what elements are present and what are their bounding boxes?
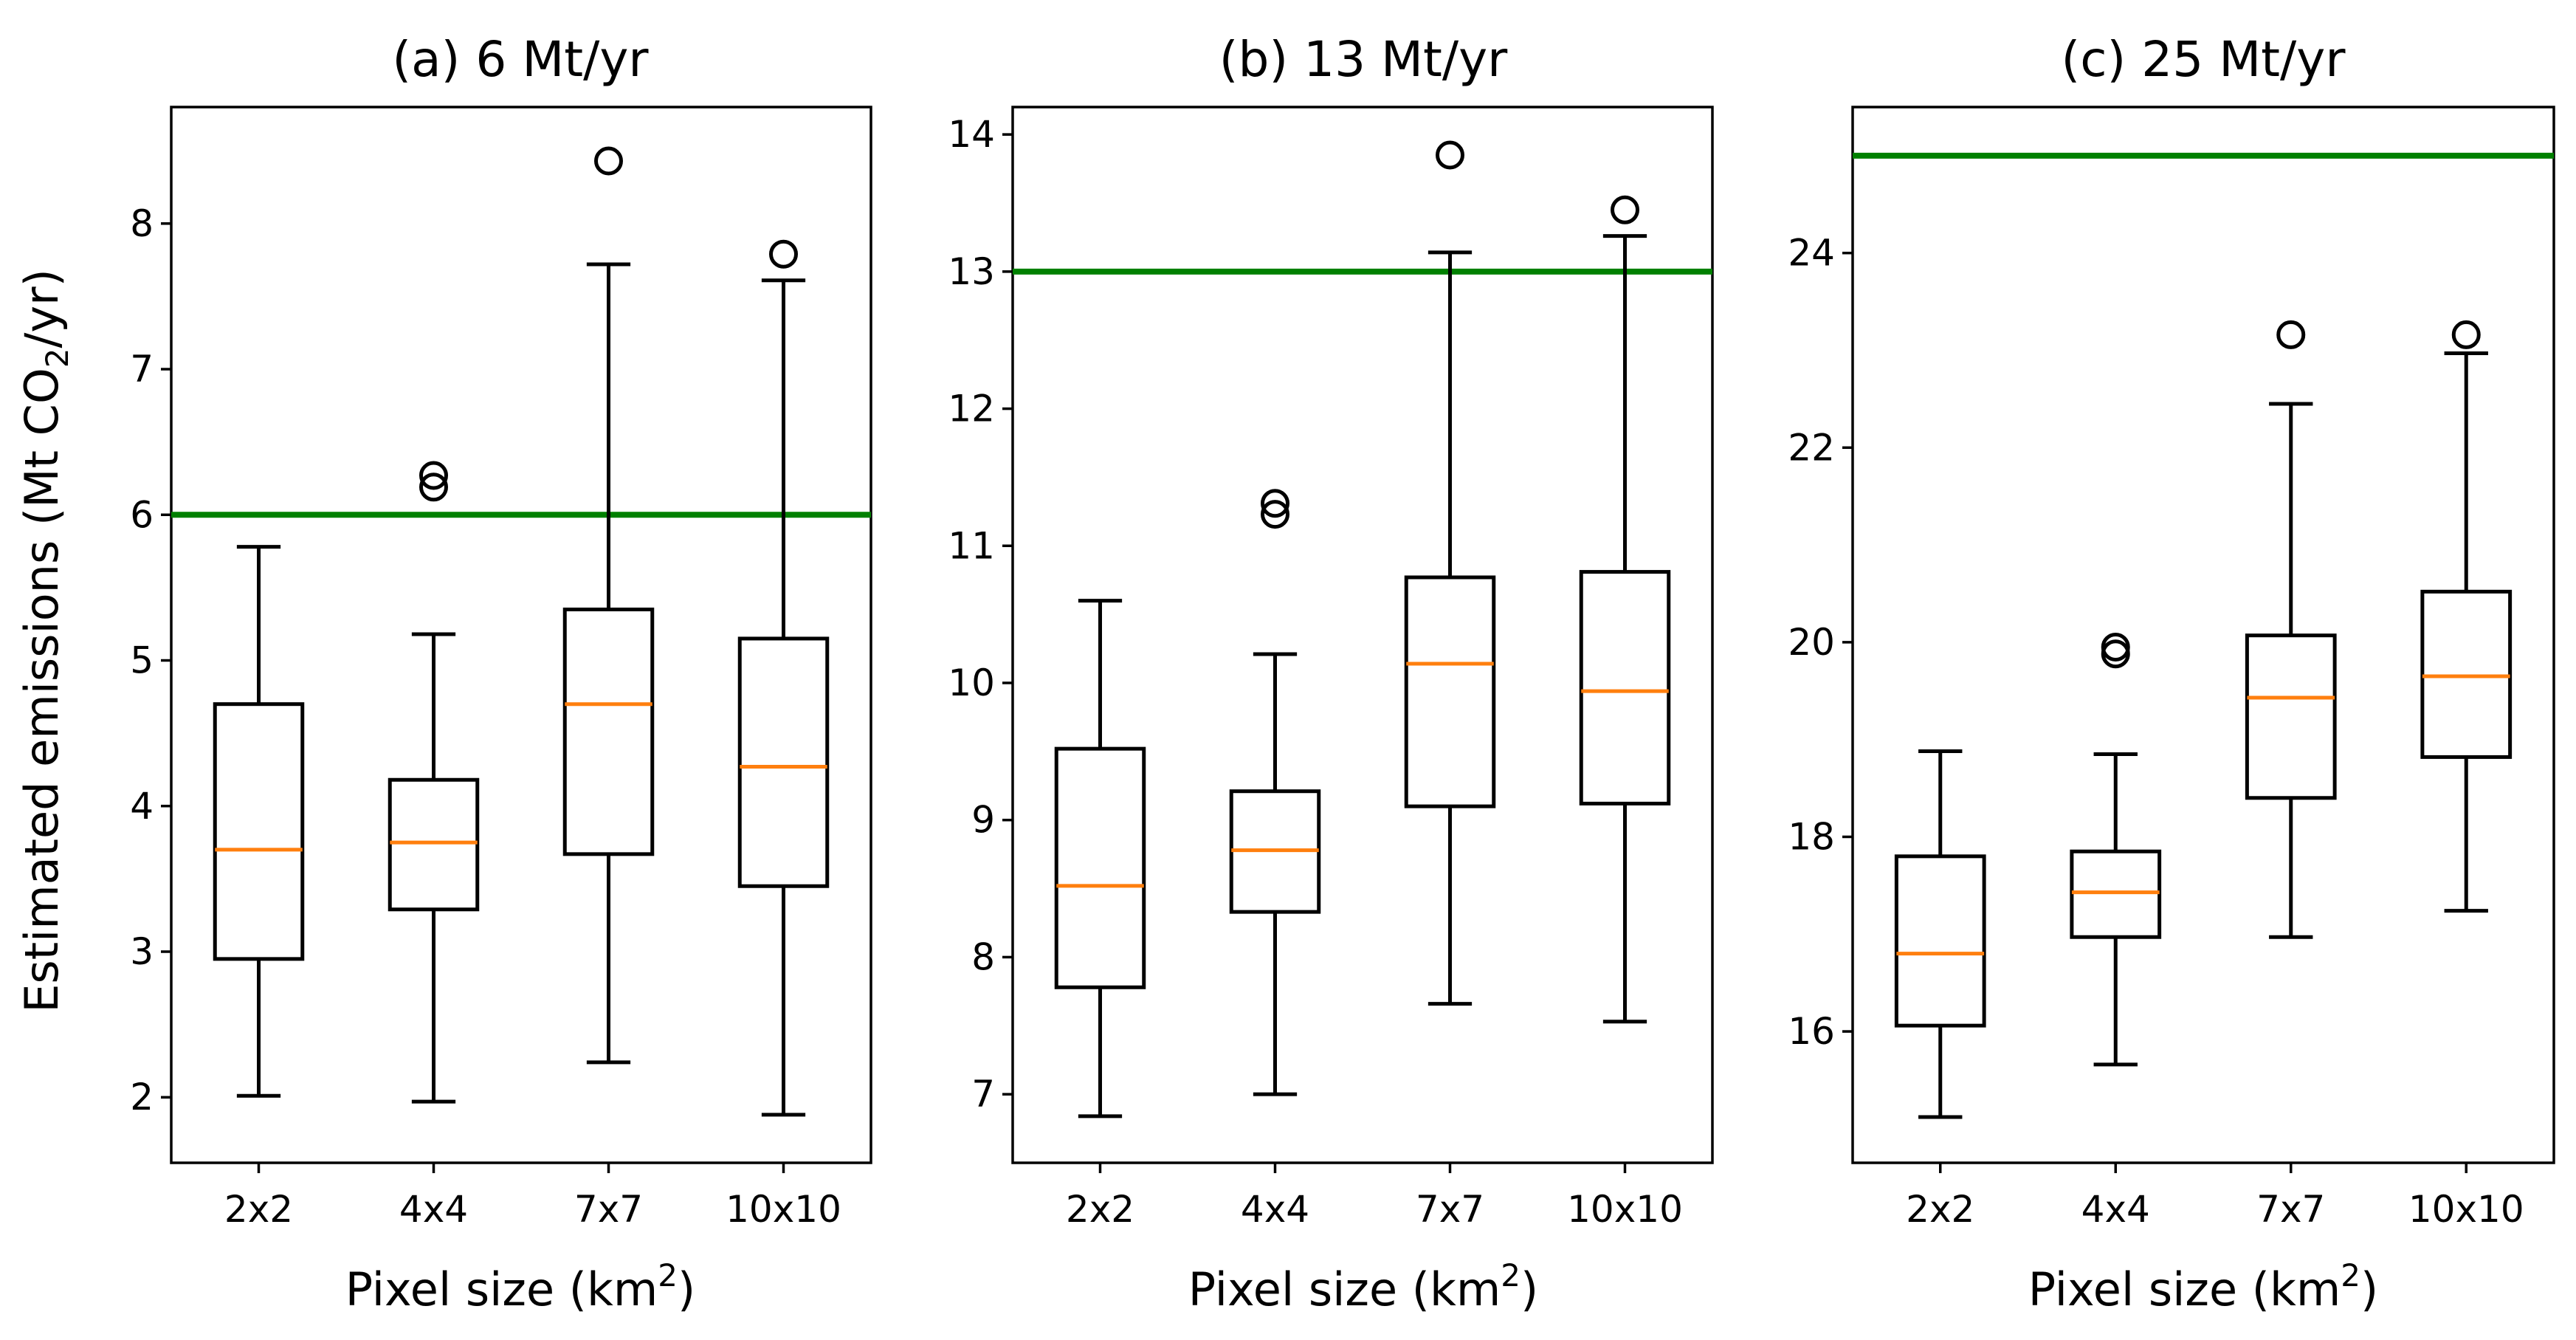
panel-b: (b) 13 Mt/yr Pixel size (km2) 7 8 9 10 11 12 1… (948, 31, 1714, 1316)
iqr-box (1054, 746, 1146, 989)
box-10x10 (2420, 320, 2513, 913)
y-tick-label: 10 (948, 662, 995, 704)
plot-frame (1011, 106, 1714, 1164)
iqr-box (1579, 570, 1671, 805)
panel-title: (a) 6 Mt/yr (392, 31, 649, 88)
y-tick-label: 8 (130, 202, 154, 245)
plot-frame (170, 106, 872, 1164)
outlier-point (419, 473, 448, 502)
y-tick-label: 13 (948, 250, 995, 293)
outlier-point (1436, 140, 1464, 170)
y-tick-label: 6 (130, 493, 154, 536)
y-tick-label: 24 (1788, 232, 1835, 275)
y-axis-label: Estimated emissions (Mt CO2/yr) (15, 269, 75, 1013)
y-tick-label: 18 (1788, 815, 1835, 858)
iqr-box (737, 636, 830, 888)
y-tick-label: 5 (130, 639, 154, 682)
y-tick-label: 7 (130, 348, 154, 391)
x-axis-label: Pixel size (km2) (2028, 1257, 2378, 1316)
x-tick-label: 2x2 (224, 1188, 293, 1231)
y-tick-label: 14 (948, 113, 995, 156)
x-tick-label: 10x10 (2408, 1188, 2524, 1231)
iqr-box (1894, 854, 1986, 1028)
box-7x7 (562, 146, 655, 1065)
box-2x2 (1894, 749, 1986, 1119)
x-tick-label: 4x4 (1241, 1188, 1309, 1231)
iqr-box (213, 702, 305, 961)
x-tick-label: 10x10 (1567, 1188, 1683, 1231)
outlier-point (769, 239, 798, 269)
box-2x2 (1054, 599, 1146, 1119)
box-7x7 (1404, 140, 1496, 1006)
y-tick-label: 8 (971, 935, 995, 978)
y-tick-label: 12 (948, 388, 995, 430)
outlier-point (2451, 320, 2481, 349)
x-tick-label: 4x4 (399, 1188, 468, 1231)
y-tick-label: 11 (948, 524, 995, 567)
y-tick-label: 3 (130, 930, 154, 973)
panel-a: (a) 6 Mt/yr Pixel size (km2) 2 3 4 5 6 7 8 2x2 4… (130, 31, 872, 1316)
outlier-point (2101, 632, 2130, 662)
y-tick-label: 20 (1788, 621, 1835, 664)
x-axis-label: Pixel size (km2) (345, 1257, 695, 1316)
outlier-point (594, 146, 623, 176)
panel-c: (c) 25 Mt/yr Pixel size (km2) 16 18 20 22 24… (1788, 31, 2555, 1316)
y-tick-label: 7 (971, 1073, 995, 1116)
box-4x4 (1229, 489, 1321, 1096)
y-tick-label: 22 (1788, 426, 1835, 469)
panel-title: (b) 13 Mt/yr (1219, 31, 1508, 88)
x-tick-label: 7x7 (2256, 1188, 2325, 1231)
iqr-box (562, 607, 655, 856)
x-tick-label: 4x4 (2081, 1188, 2150, 1231)
y-tick-label: 16 (1788, 1010, 1835, 1053)
panel-title: (c) 25 Mt/yr (2062, 31, 2346, 88)
box-2x2 (213, 545, 305, 1098)
x-tick-label: 7x7 (574, 1188, 643, 1231)
outlier-point (1611, 195, 1639, 224)
iqr-box (2420, 589, 2513, 759)
outlier-point (419, 461, 448, 490)
iqr-box (1404, 575, 1496, 808)
box-10x10 (737, 239, 830, 1117)
box-4x4 (388, 461, 480, 1104)
x-tick-label: 2x2 (1906, 1188, 1974, 1231)
iqr-box (388, 777, 480, 912)
x-tick-label: 7x7 (1416, 1188, 1484, 1231)
outlier-point (2276, 320, 2306, 349)
y-tick-label: 9 (971, 799, 995, 842)
iqr-box (2245, 633, 2337, 800)
box-10x10 (1579, 195, 1671, 1024)
iqr-box (2070, 849, 2162, 939)
x-axis-label: Pixel size (km2) (1188, 1257, 1538, 1316)
plot-frame (1851, 106, 2555, 1164)
x-tick-label: 2x2 (1066, 1188, 1134, 1231)
y-tick-label: 2 (130, 1076, 154, 1119)
y-tick-label: 4 (130, 785, 154, 828)
x-tick-label: 10x10 (726, 1188, 841, 1231)
box-7x7 (2245, 320, 2337, 939)
box-4x4 (2070, 632, 2162, 1067)
outlier-point (1261, 489, 1289, 518)
outlier-point (1261, 500, 1289, 529)
